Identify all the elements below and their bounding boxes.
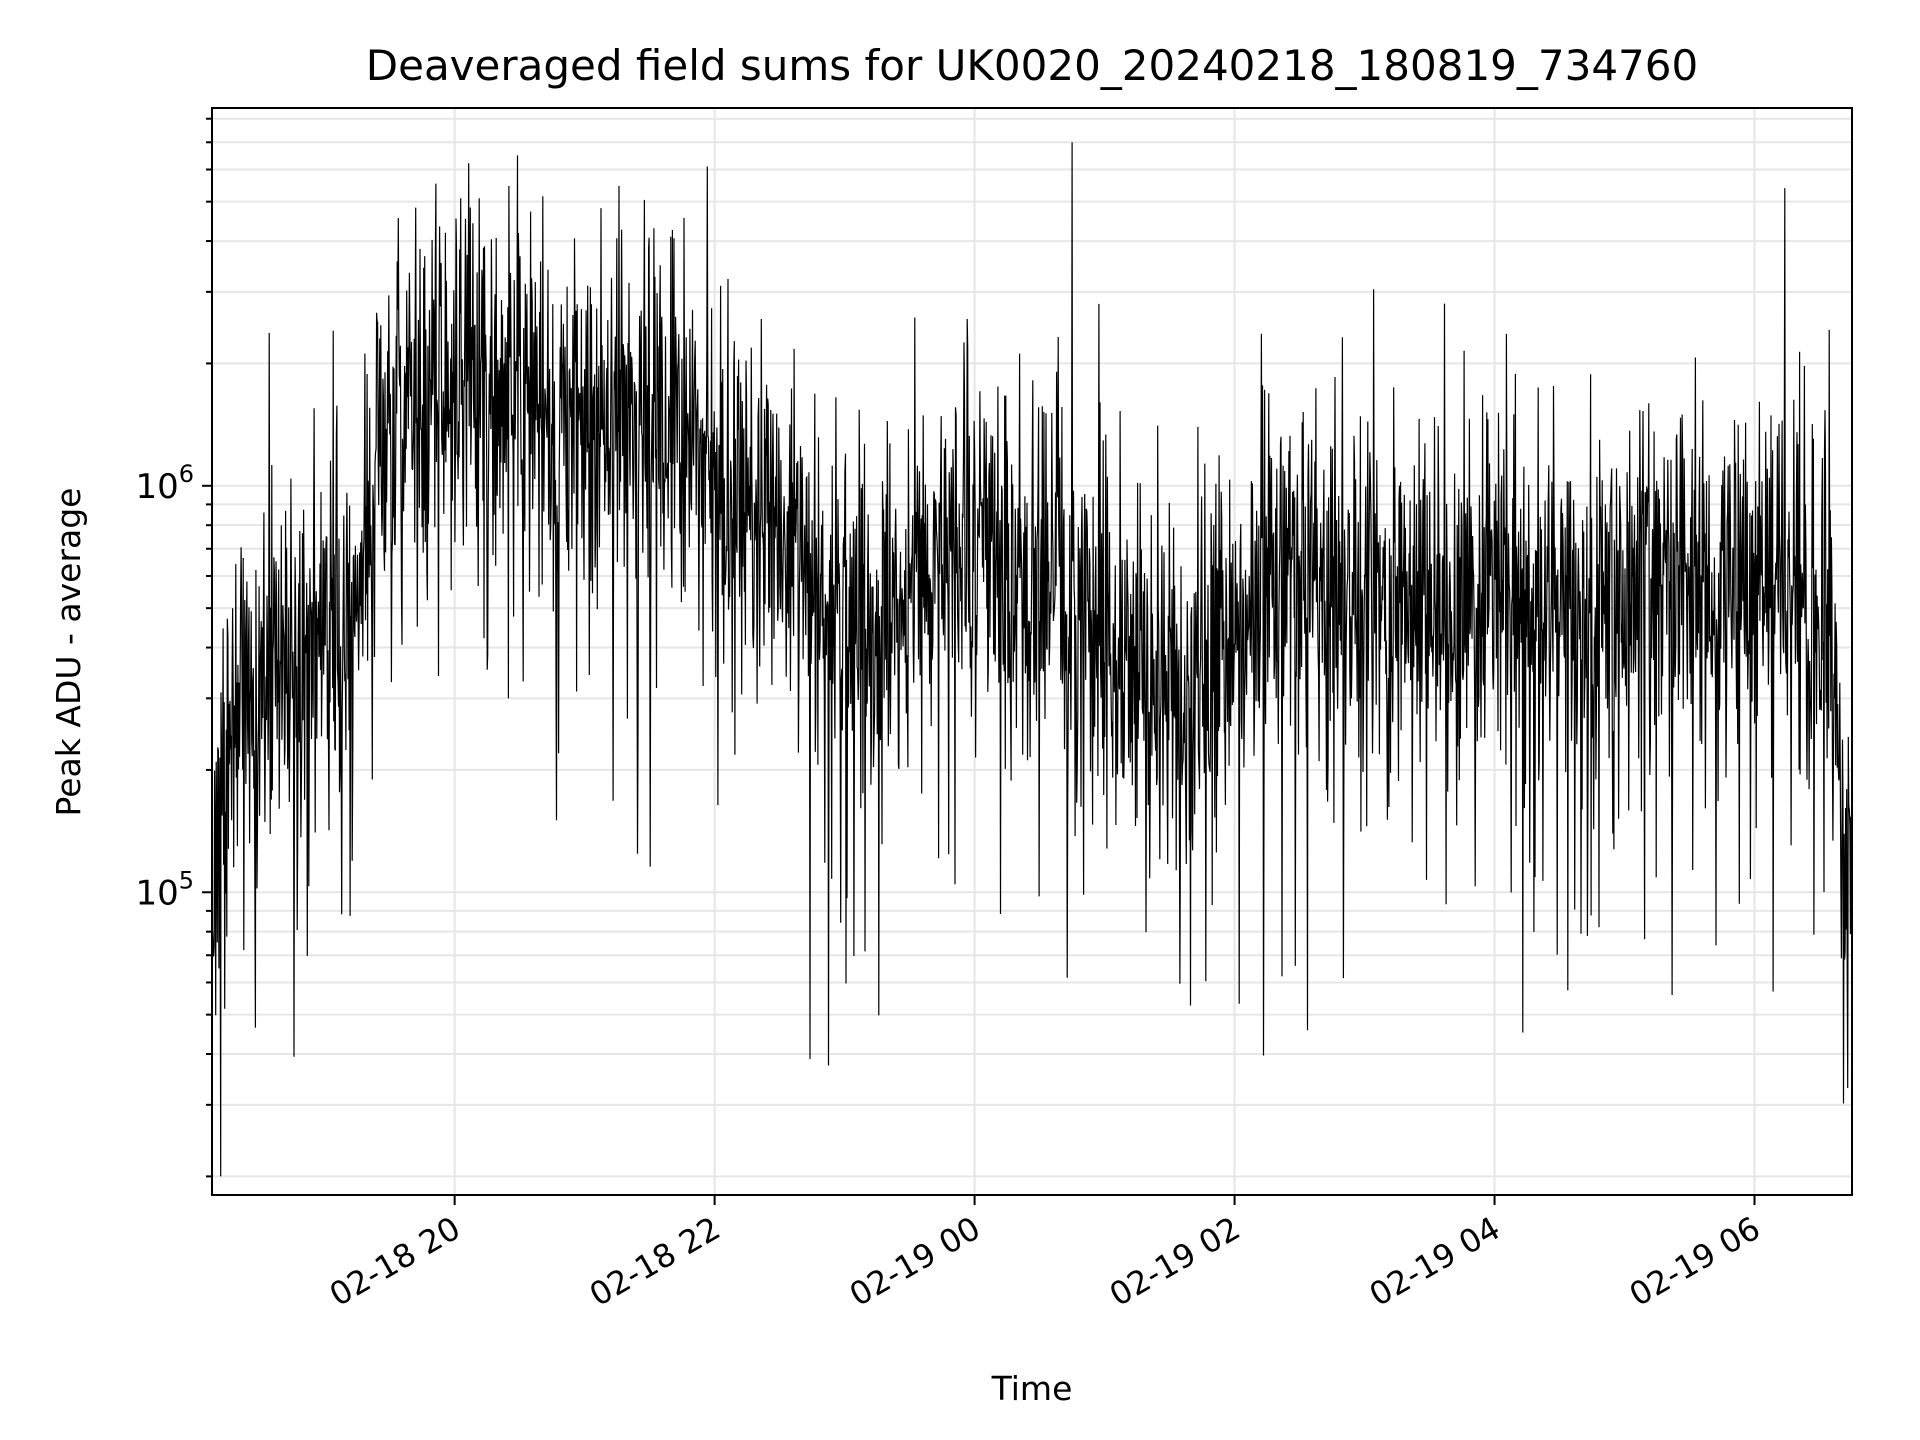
series-layer	[212, 142, 1852, 1177]
chart-title: Deaveraged field sums for UK0020_2024021…	[366, 41, 1698, 90]
y-axis: 105 106	[135, 117, 212, 1178]
series-line-0	[212, 142, 1852, 1177]
x-axis-label: Time	[991, 1369, 1073, 1408]
y-axis-label: Peak ADU - average	[49, 488, 88, 817]
y-tick-label: 105	[135, 866, 194, 913]
plot-frame	[211, 107, 1853, 1196]
y-tick-label: 106	[135, 460, 194, 507]
